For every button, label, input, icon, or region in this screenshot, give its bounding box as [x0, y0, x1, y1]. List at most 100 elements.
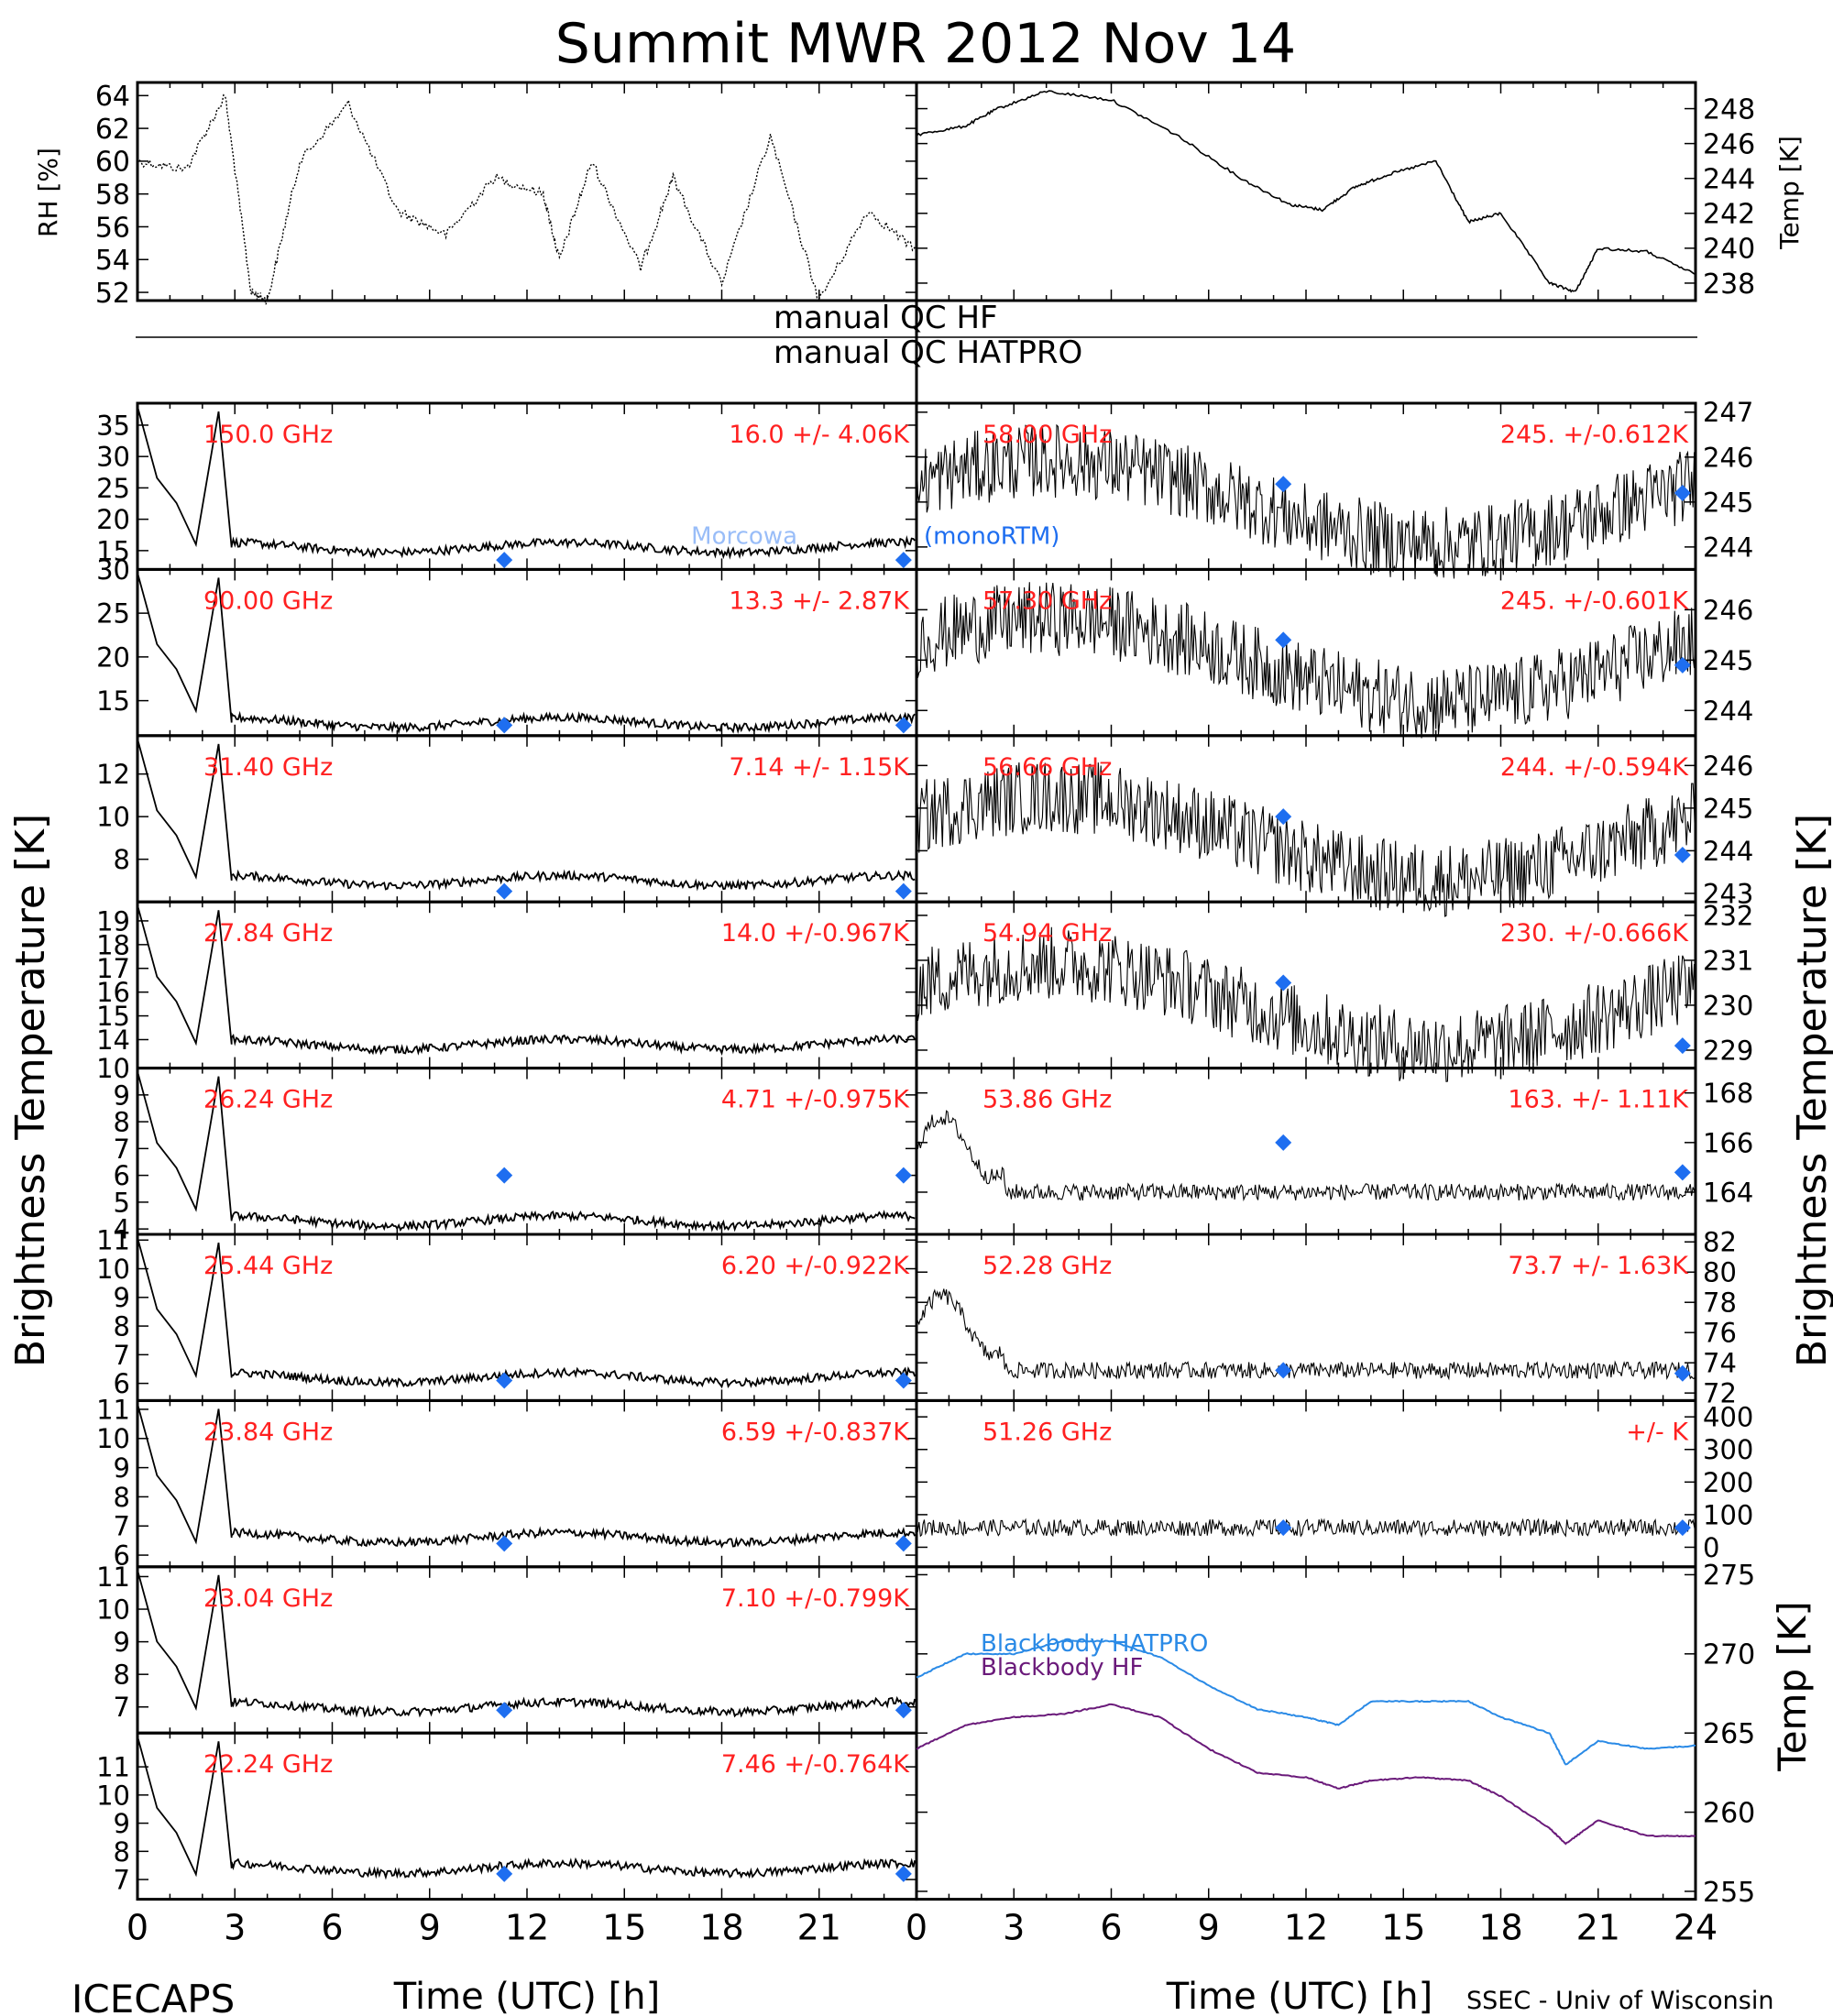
- y-tick-label: 82: [1703, 1227, 1737, 1258]
- model-diamond-marker: [496, 1535, 513, 1552]
- y-tick-label: 62: [95, 114, 130, 146]
- y-tick-label: 11: [96, 1752, 130, 1783]
- y-tick-label: 10: [96, 1780, 130, 1811]
- temp-panel-frame: [915, 81, 1697, 302]
- rh-panel-frame: [136, 81, 918, 302]
- x-tick-label-right: 18: [1478, 1908, 1522, 1948]
- footer-ssec: SSEC - Univ of Wisconsin: [1466, 1987, 1773, 2015]
- channel-stats-label: 14.0 +/-0.967K: [721, 919, 910, 948]
- y-tick-label: 244: [1703, 836, 1753, 867]
- channel-frequency-label: 53.86 GHz: [982, 1086, 1112, 1114]
- x-tick-label-right: 12: [1284, 1908, 1328, 1948]
- qc-hatpro-label: manual QC HATPRO: [774, 334, 1082, 371]
- channel-stats-label: 244. +/-0.594K: [1500, 753, 1689, 782]
- tb-trace: [137, 406, 916, 560]
- y-tick-label: 244: [1703, 531, 1753, 563]
- y-tick-label: 8: [114, 1107, 130, 1138]
- channel-stats-label: 230. +/-0.666K: [1500, 919, 1689, 948]
- x-tick-label-left: 21: [797, 1908, 841, 1948]
- tb-trace: [916, 423, 1696, 580]
- y-tick-label: 52: [95, 278, 130, 310]
- model-diamond-marker: [1674, 1364, 1691, 1382]
- model-diamond-marker: [496, 1372, 513, 1389]
- x-tick-label-left: 0: [126, 1908, 148, 1948]
- y-tick-label: 248: [1703, 93, 1755, 126]
- x-axis-label-left: Time (UTC) [h]: [393, 1976, 660, 2016]
- y-tick-label: 10: [96, 802, 130, 833]
- x-axis-label-right: Time (UTC) [h]: [1166, 1976, 1432, 2016]
- y-tick-label: 20: [96, 641, 130, 673]
- y-tick-label: 244: [1703, 164, 1755, 196]
- y-tick-label: 243: [1703, 878, 1753, 909]
- model-diamond-marker: [1275, 1362, 1292, 1379]
- model-diamond-marker: [1674, 656, 1691, 674]
- x-tick-label-right: 0: [906, 1908, 927, 1948]
- y-tick-label: 9: [114, 1627, 130, 1658]
- y-tick-label: 9: [114, 1808, 130, 1839]
- y-tick-label: 25: [96, 473, 130, 504]
- y-tick-label: 10: [96, 1254, 130, 1285]
- model-annotation-label: (monoRTM): [924, 522, 1059, 550]
- channel-stats-label: +/- K: [1626, 1418, 1689, 1446]
- y-tick-label: 15: [96, 1001, 130, 1032]
- tb-trace: [137, 1403, 916, 1549]
- y-tick-label: 5: [114, 1187, 130, 1218]
- model-diamond-marker: [895, 1865, 912, 1882]
- tb-trace: [916, 582, 1696, 739]
- y-tick-label: 200: [1703, 1467, 1753, 1498]
- x-tick-label-right: 6: [1100, 1908, 1122, 1948]
- tb-trace: [137, 1736, 916, 1880]
- y-tick-label: 9: [114, 1452, 130, 1484]
- blackbody-series-line: [916, 1639, 1696, 1766]
- channel-stats-label: 7.14 +/- 1.15K: [729, 753, 910, 782]
- y-tick-label: 9: [114, 1079, 130, 1111]
- y-tick-label: 15: [96, 535, 130, 566]
- y-tick-label: 300: [1703, 1434, 1753, 1465]
- y-tick-label: 166: [1703, 1127, 1753, 1158]
- y-tick-label: 7: [114, 1692, 130, 1723]
- y-tick-label: 6: [114, 1160, 130, 1191]
- tb-trace: [137, 1070, 916, 1233]
- y-tick-label: 231: [1703, 945, 1753, 976]
- channel-frequency-label: 56.66 GHz: [982, 753, 1112, 782]
- y-tick-label: 7: [114, 1865, 130, 1896]
- y-tick-label: 10: [96, 1423, 130, 1454]
- channel-stats-label: 4.71 +/-0.975K: [721, 1086, 910, 1114]
- channel-frequency-label: 54.94 GHz: [982, 919, 1112, 948]
- y-tick-label: 6: [114, 1540, 130, 1572]
- y-tick-label: 245: [1703, 487, 1753, 518]
- model-diamond-marker: [496, 1702, 513, 1719]
- y-tick-label: 18: [96, 929, 130, 960]
- y-tick-label: 232: [1703, 900, 1753, 931]
- y-tick-label: 58: [95, 179, 130, 211]
- y-tick-label: 14: [96, 1024, 130, 1056]
- model-diamond-marker: [895, 1702, 912, 1719]
- x-tick-label-right: 24: [1674, 1908, 1718, 1948]
- tb-trace: [916, 926, 1696, 1082]
- model-diamond-marker: [1674, 1037, 1691, 1055]
- model-diamond-marker: [1674, 847, 1691, 864]
- y-tick-label: 247: [1703, 397, 1753, 428]
- y-tick-label: 74: [1703, 1348, 1737, 1379]
- y-tick-label: 64: [95, 81, 130, 113]
- model-diamond-marker: [1275, 1519, 1292, 1537]
- tb-trace: [916, 762, 1696, 917]
- model-diamond-marker: [1275, 476, 1292, 493]
- model-diamond-marker: [496, 1865, 513, 1882]
- y-tick-label: 15: [96, 685, 130, 717]
- channel-frequency-label: 52.28 GHz: [982, 1252, 1112, 1280]
- model-diamond-marker: [895, 717, 912, 734]
- y-tick-label: 0: [1703, 1532, 1719, 1563]
- y-tick-label: 20: [96, 504, 130, 535]
- model-diamond-marker: [496, 717, 513, 734]
- x-tick-label-right: 9: [1198, 1908, 1220, 1948]
- model-diamond-marker: [1674, 1164, 1691, 1181]
- temp-trace: [916, 90, 1696, 293]
- y-tick-label: 246: [1703, 128, 1755, 160]
- channel-stats-label: 7.10 +/-0.799K: [721, 1584, 910, 1613]
- tb-trace: [137, 572, 916, 735]
- channel-stats-label: 245. +/-0.601K: [1500, 586, 1689, 615]
- y-tick-label: 35: [96, 410, 130, 441]
- model-diamond-marker: [895, 1167, 912, 1184]
